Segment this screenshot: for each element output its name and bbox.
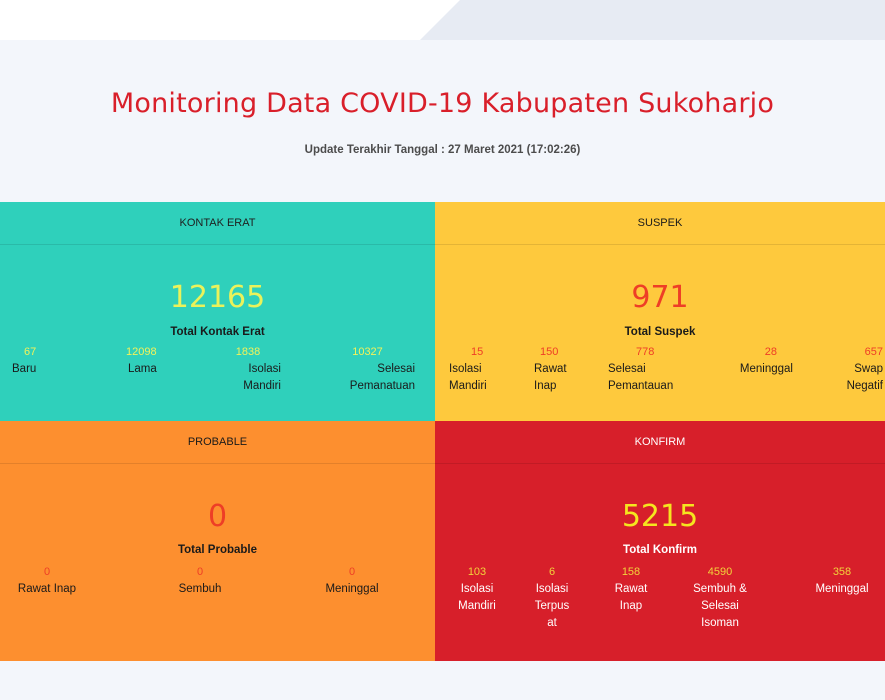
probable-stat-meninggal: 0 Meninggal bbox=[312, 564, 392, 598]
update-timestamp: Update Terakhir Tanggal : 27 Maret 2021 … bbox=[304, 144, 581, 156]
probable-stat-sembuh: 0 Sembuh bbox=[165, 564, 235, 598]
stat-label: Meninggal bbox=[739, 363, 793, 375]
stat-value: 358 bbox=[832, 566, 852, 578]
kontak-erat-total-label: Total Kontak Erat bbox=[170, 326, 265, 338]
kontak-erat-stat-selesai: 10327 Selesai Pemanatuan bbox=[320, 344, 415, 395]
stat-value: 12098 bbox=[126, 346, 157, 358]
stat-value: 1838 bbox=[235, 346, 261, 358]
suspek-panel: SUSPEK 971 Total Suspek 15 Isolasi Mandi… bbox=[435, 202, 885, 421]
stat-value: 0 bbox=[348, 566, 356, 578]
stat-value: 4590 bbox=[707, 566, 733, 578]
stat-label: Selesai Pemantauan bbox=[608, 363, 674, 392]
stat-label: Baru bbox=[12, 363, 37, 375]
stat-value: 0 bbox=[43, 566, 51, 578]
probable-panel: PROBABLE 0 Total Probable 0 Rawat Inap 0… bbox=[0, 421, 435, 661]
probable-stat-rawat-inap: 0 Rawat Inap bbox=[8, 564, 86, 598]
stat-value: 103 bbox=[467, 566, 487, 578]
stat-label: Rawat Inap bbox=[614, 583, 648, 612]
probable-total-value: 0 bbox=[207, 499, 228, 534]
konfirm-total-value: 5215 bbox=[621, 499, 699, 534]
stat-label: Sembuh bbox=[178, 583, 222, 595]
suspek-stat-swap-negatif: 657 Swap Negatif bbox=[825, 344, 883, 395]
konfirm-stat-sembuh-selesai-isoman: 4590 Sembuh & Selesai Isoman bbox=[682, 564, 758, 632]
navbar-decoration bbox=[420, 0, 885, 40]
stat-label: Isolasi Terpus at bbox=[534, 583, 570, 629]
kontak-erat-stat-lama: 12098 Lama bbox=[126, 344, 157, 378]
stat-value: 0 bbox=[196, 566, 204, 578]
stat-value: 150 bbox=[540, 346, 559, 358]
suspek-stat-rawat-inap: 150 Rawat Inap bbox=[534, 344, 574, 395]
konfirm-stat-rawat-inap: 158 Rawat Inap bbox=[606, 564, 656, 615]
stat-label: Rawat Inap bbox=[17, 583, 77, 595]
stat-value: 28 bbox=[764, 346, 777, 358]
kontak-erat-heading: KONTAK ERAT bbox=[0, 202, 435, 245]
konfirm-total-label: Total Konfirm bbox=[623, 544, 697, 556]
stat-label: Isolasi Mandiri bbox=[243, 363, 281, 392]
konfirm-stat-isolasi-mandiri: 103 Isolasi Mandiri bbox=[449, 564, 505, 615]
stat-label: Meninggal bbox=[815, 583, 869, 595]
kontak-erat-stat-baru: 67 Baru bbox=[12, 344, 36, 378]
stat-value: 67 bbox=[24, 346, 37, 358]
probable-heading: PROBABLE bbox=[0, 421, 435, 464]
stat-label: Isolasi Mandiri bbox=[449, 363, 487, 392]
stat-label: Lama bbox=[128, 363, 157, 375]
stat-label: Sembuh & Selesai Isoman bbox=[693, 583, 747, 629]
suspek-stat-isolasi-mandiri: 15 Isolasi Mandiri bbox=[449, 344, 501, 395]
stat-label: Swap Negatif bbox=[846, 363, 883, 392]
stat-label: Isolasi Mandiri bbox=[458, 583, 496, 612]
konfirm-stat-meninggal: 358 Meninggal bbox=[803, 564, 881, 598]
suspek-heading: SUSPEK bbox=[435, 202, 885, 245]
stat-label: Rawat Inap bbox=[534, 363, 567, 392]
konfirm-heading: KONFIRM bbox=[435, 421, 885, 464]
kontak-erat-stat-isolasi-mandiri: 1838 Isolasi Mandiri bbox=[215, 344, 281, 395]
stat-label: Selesai Pemanatuan bbox=[349, 363, 415, 392]
suspek-total-value: 971 bbox=[631, 280, 689, 315]
konfirm-stat-isolasi-terpusat: 6 Isolasi Terpus at bbox=[529, 564, 575, 632]
kontak-erat-total-value: 12165 bbox=[169, 280, 266, 315]
page-title: Monitoring Data COVID-19 Kabupaten Sukoh… bbox=[110, 88, 775, 119]
stat-value: 778 bbox=[636, 346, 655, 358]
top-navbar bbox=[0, 0, 885, 40]
probable-total-label: Total Probable bbox=[177, 544, 258, 556]
konfirm-panel: KONFIRM 5215 Total Konfirm 103 Isolasi M… bbox=[435, 421, 885, 661]
stat-value: 15 bbox=[471, 346, 484, 358]
suspek-stat-selesai-pemantauan: 778 Selesai Pemantauan bbox=[608, 344, 680, 395]
stat-value: 10327 bbox=[352, 346, 383, 358]
stat-value: 158 bbox=[621, 566, 641, 578]
stat-value: 6 bbox=[548, 566, 556, 578]
stat-value: 657 bbox=[864, 346, 883, 358]
kontak-erat-panel: KONTAK ERAT 12165 Total Kontak Erat 67 B… bbox=[0, 202, 435, 421]
suspek-stat-meninggal: 28 Meninggal bbox=[729, 344, 793, 378]
stat-label: Meninggal bbox=[325, 583, 379, 595]
suspek-total-label: Total Suspek bbox=[624, 326, 696, 338]
